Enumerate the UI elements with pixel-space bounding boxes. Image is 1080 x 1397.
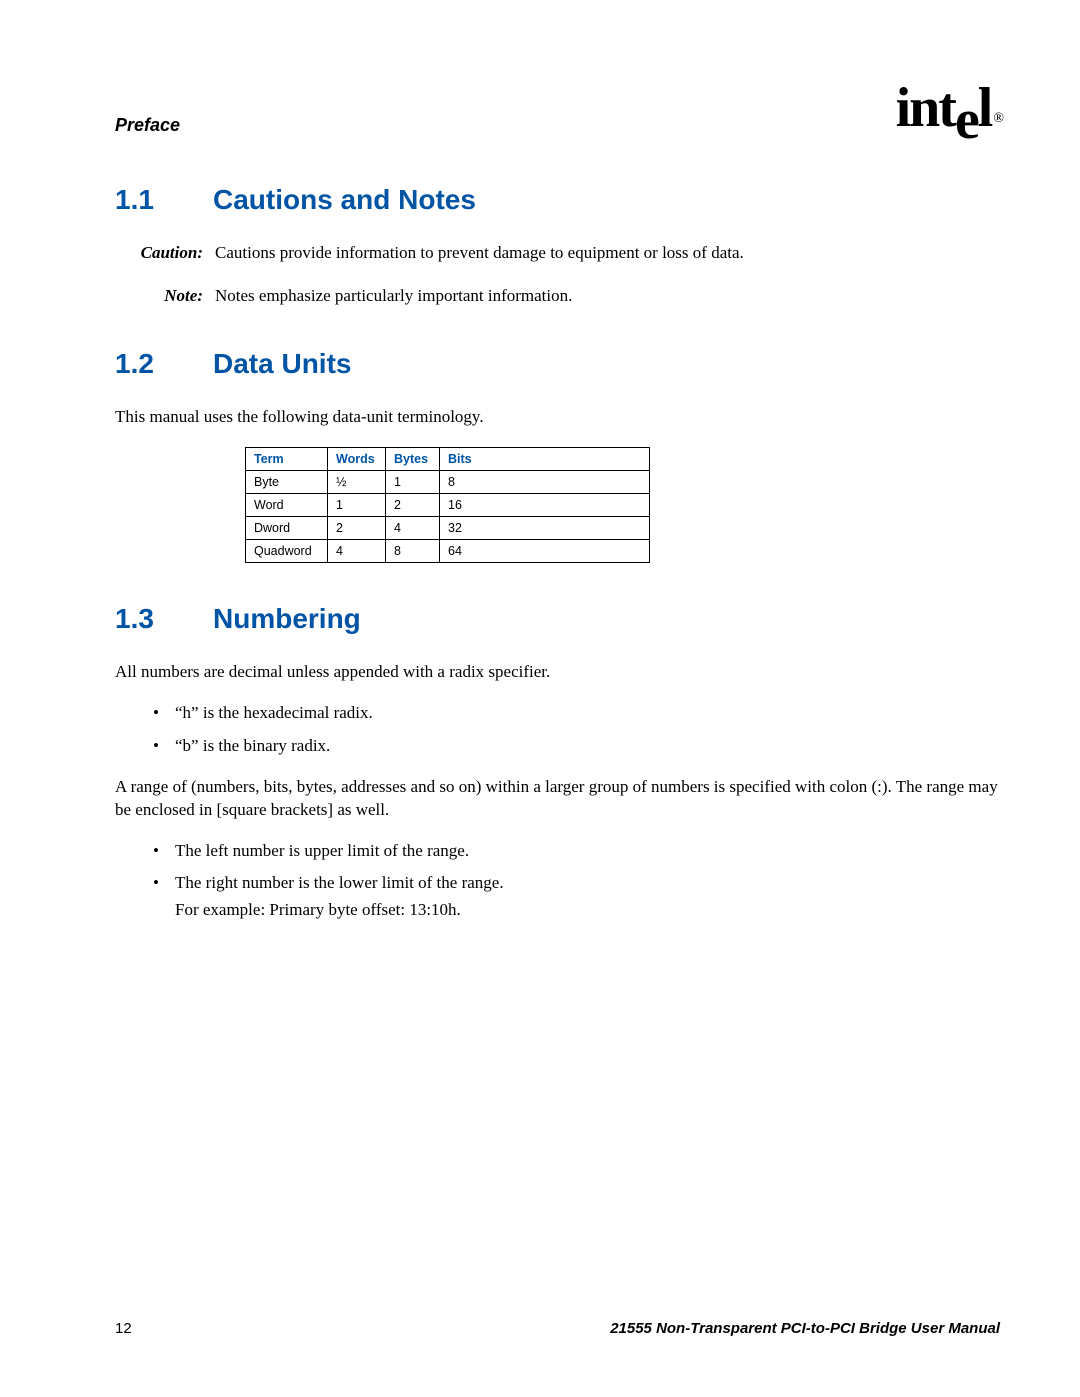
table-cell: Word: [246, 493, 328, 516]
table-cell: 16: [440, 493, 650, 516]
page-footer: 12 21555 Non-Transparent PCI-to-PCI Brid…: [115, 1320, 1000, 1337]
bullet-list: “h” is the hexadecimal radix. “b” is the…: [153, 702, 1000, 758]
logo-text-post: l: [978, 77, 992, 139]
table-cell: 4: [328, 539, 386, 562]
section-intro: This manual uses the following data-unit…: [115, 406, 1000, 429]
table-header-words: Words: [328, 447, 386, 470]
section-title: Cautions and Notes: [213, 184, 476, 216]
definition-caution: Caution: Cautions provide information to…: [135, 242, 1000, 265]
table-cell: 32: [440, 516, 650, 539]
list-item-text: The right number is the lower limit of t…: [175, 873, 504, 892]
list-item: “b” is the binary radix.: [153, 735, 1000, 758]
table-cell: ½: [328, 470, 386, 493]
definition-label: Note:: [135, 286, 215, 306]
table-cell: Byte: [246, 470, 328, 493]
footer-title: 21555 Non-Transparent PCI-to-PCI Bridge …: [610, 1320, 1000, 1337]
table-cell: 64: [440, 539, 650, 562]
table-row: Byte ½ 1 8: [246, 470, 650, 493]
table-header-row: Term Words Bytes Bits: [246, 447, 650, 470]
section-number: 1.1: [115, 184, 213, 216]
list-item: The right number is the lower limit of t…: [153, 872, 1000, 922]
section-paragraph: A range of (numbers, bits, bytes, addres…: [115, 776, 1000, 822]
table-row: Word 1 2 16: [246, 493, 650, 516]
section-cautions-notes: 1.1 Cautions and Notes Caution: Cautions…: [115, 184, 1000, 308]
table-row: Quadword 4 8 64: [246, 539, 650, 562]
section-title: Data Units: [213, 348, 351, 380]
section-heading: 1.1 Cautions and Notes: [115, 184, 1000, 216]
bullet-list: The left number is upper limit of the ra…: [153, 840, 1000, 923]
section-data-units: 1.2 Data Units This manual uses the foll…: [115, 348, 1000, 563]
definition-text: Notes emphasize particularly important i…: [215, 285, 572, 308]
intel-logo: intel®: [896, 80, 1000, 136]
table-header-term: Term: [246, 447, 328, 470]
table-cell: 1: [386, 470, 440, 493]
data-units-table: Term Words Bytes Bits Byte ½ 1 8 Word 1 …: [245, 447, 650, 563]
table-cell: 2: [386, 493, 440, 516]
list-item-text: The left number is upper limit of the ra…: [175, 841, 469, 860]
section-heading: 1.3 Numbering: [115, 603, 1000, 635]
table-cell: 8: [440, 470, 650, 493]
table-cell: 1: [328, 493, 386, 516]
logo-text-pre: int: [896, 77, 955, 139]
table-cell: 8: [386, 539, 440, 562]
table-cell: Dword: [246, 516, 328, 539]
page-number: 12: [115, 1320, 132, 1337]
logo-registered-icon: ®: [993, 111, 1002, 126]
section-numbering: 1.3 Numbering All numbers are decimal un…: [115, 603, 1000, 923]
list-item-subtext: For example: Primary byte offset: 13:10h…: [175, 899, 1000, 922]
table-header-bytes: Bytes: [386, 447, 440, 470]
section-number: 1.2: [115, 348, 213, 380]
list-item: “h” is the hexadecimal radix.: [153, 702, 1000, 725]
list-item: The left number is upper limit of the ra…: [153, 840, 1000, 863]
table-cell: Quadword: [246, 539, 328, 562]
section-title: Numbering: [213, 603, 361, 635]
section-heading: 1.2 Data Units: [115, 348, 1000, 380]
definition-text: Cautions provide information to prevent …: [215, 242, 744, 265]
header-section-label: Preface: [115, 115, 180, 136]
section-number: 1.3: [115, 603, 213, 635]
logo-text-drop: e: [955, 92, 978, 148]
table-row: Dword 2 4 32: [246, 516, 650, 539]
section-intro: All numbers are decimal unless appended …: [115, 661, 1000, 684]
definition-label: Caution:: [135, 243, 215, 263]
page-header: Preface intel®: [115, 80, 1000, 136]
definition-note: Note: Notes emphasize particularly impor…: [135, 285, 1000, 308]
table-cell: 4: [386, 516, 440, 539]
table-cell: 2: [328, 516, 386, 539]
table-header-bits: Bits: [440, 447, 650, 470]
